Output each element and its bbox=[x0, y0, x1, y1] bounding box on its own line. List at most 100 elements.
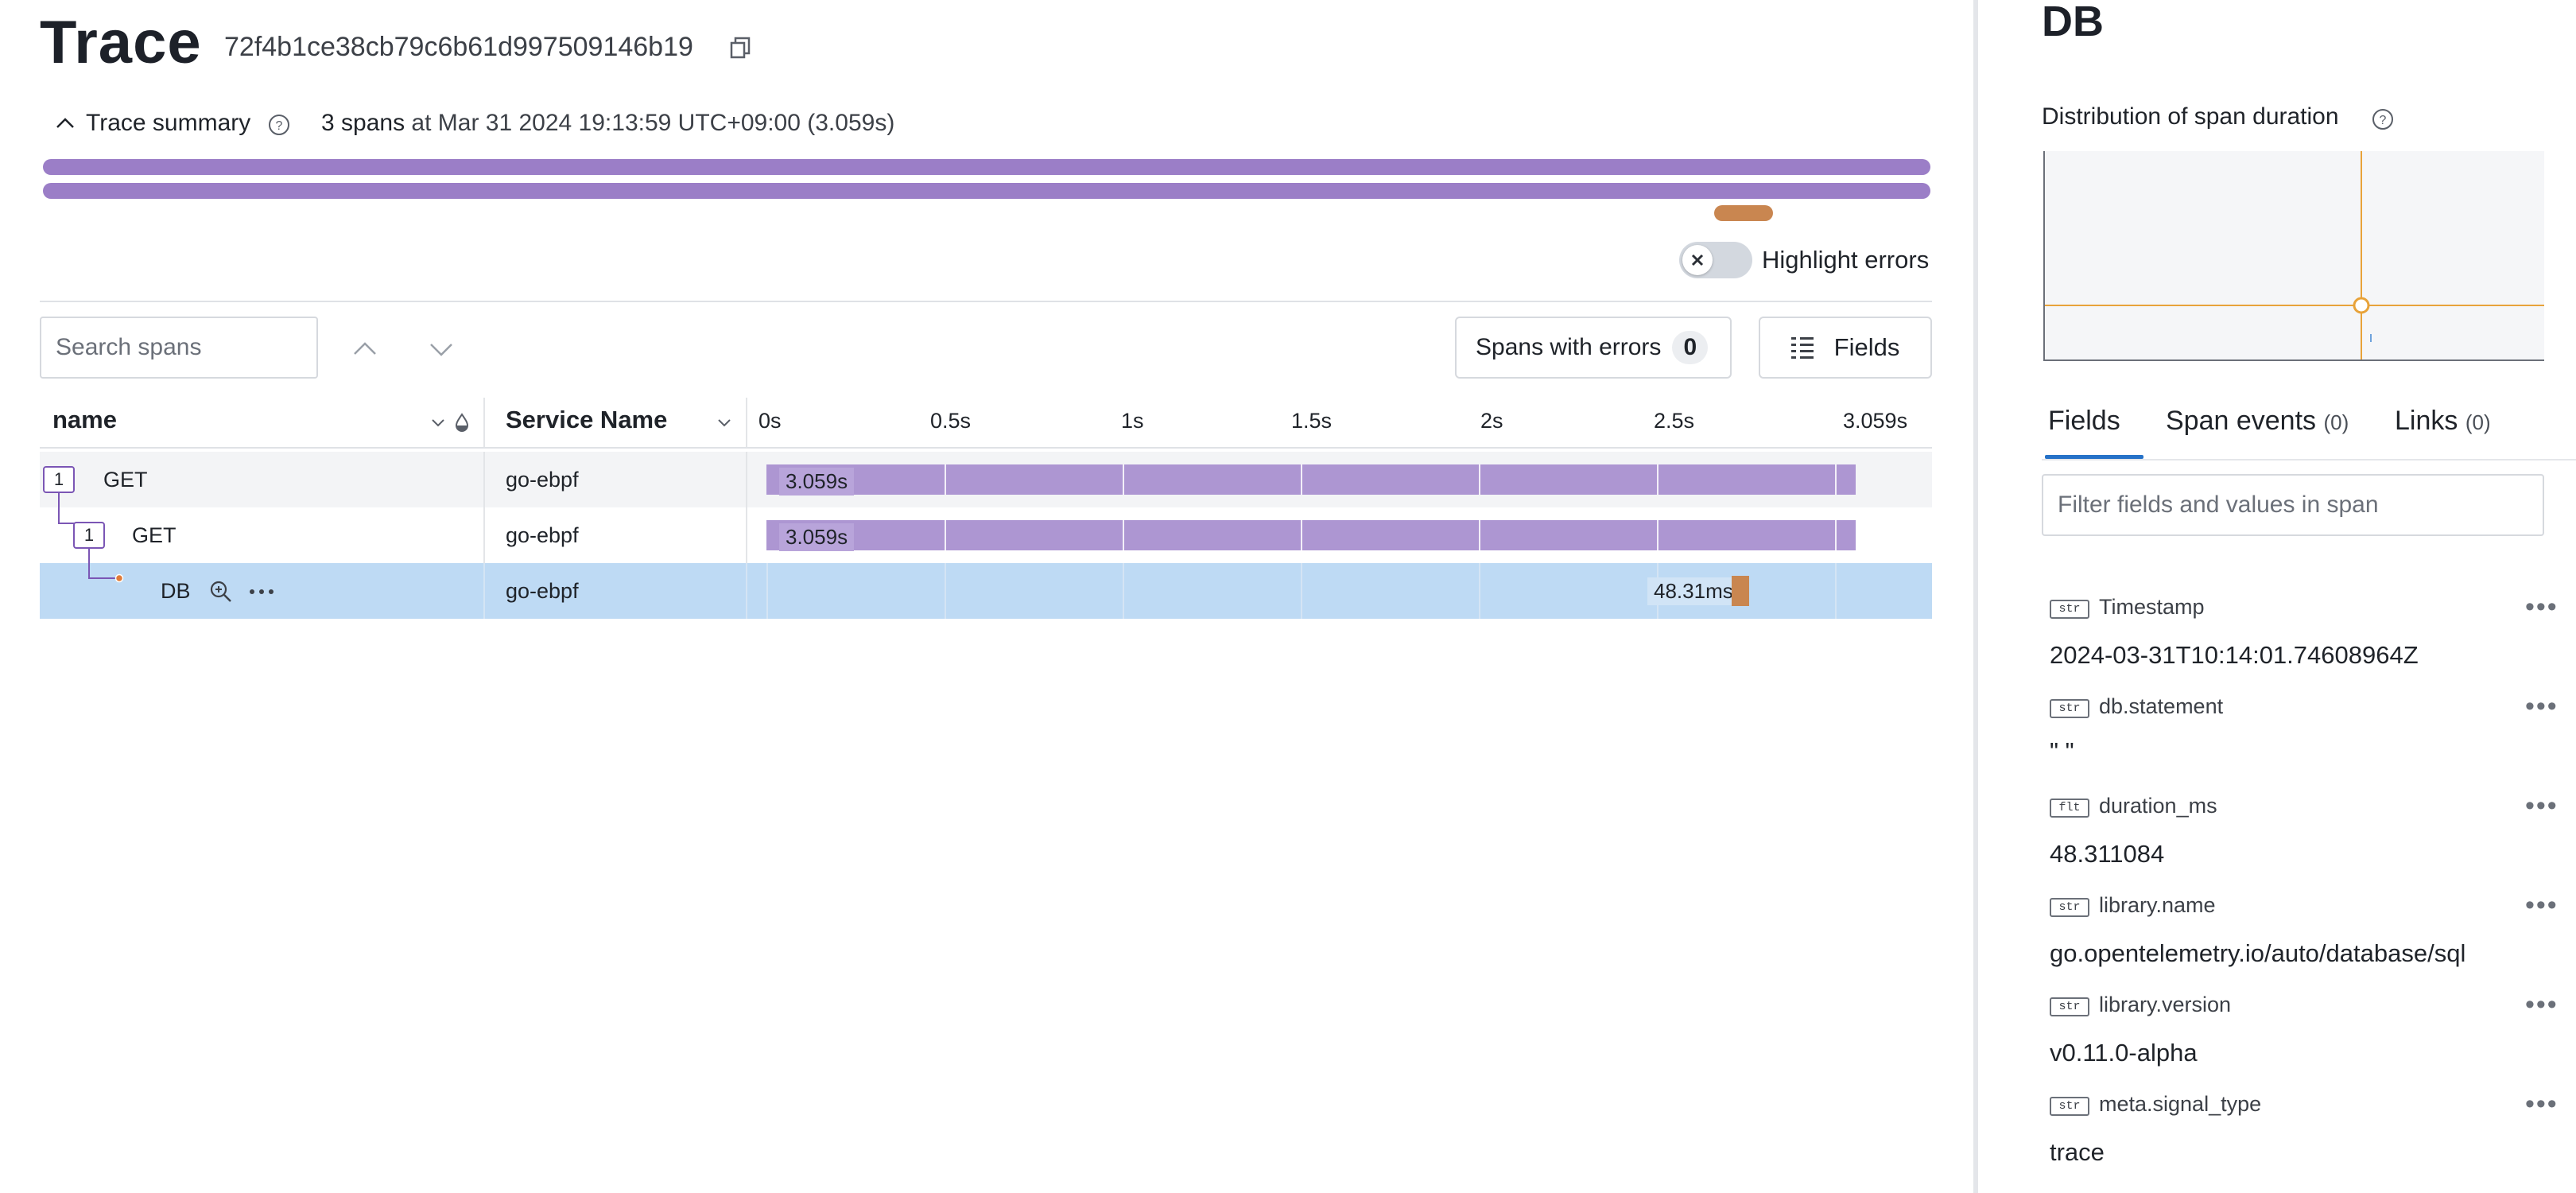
field-type-badge: str bbox=[2050, 997, 2089, 1016]
help-icon[interactable]: ? bbox=[2371, 107, 2395, 131]
column-name-header[interactable]: name bbox=[52, 406, 117, 433]
field-value[interactable]: go.opentelemetry.io/auto/database/sql bbox=[2050, 939, 2466, 967]
toggle-knob[interactable] bbox=[1682, 245, 1713, 275]
column-separator bbox=[483, 507, 485, 563]
more-icon[interactable] bbox=[248, 584, 275, 600]
service-name: go-ebpf bbox=[506, 468, 579, 492]
tab-label: Links bbox=[2395, 406, 2458, 436]
column-separator[interactable] bbox=[483, 398, 485, 447]
svg-text:?: ? bbox=[276, 119, 283, 133]
time-tick: 0.5s bbox=[930, 409, 972, 433]
trace-summary-toggle[interactable]: Trace summary bbox=[54, 110, 250, 137]
field-value[interactable]: " " bbox=[2050, 737, 2074, 765]
span-bar[interactable] bbox=[766, 520, 1856, 550]
help-icon[interactable]: ? bbox=[267, 113, 291, 137]
time-gridline bbox=[1479, 520, 1480, 550]
table-row[interactable]: 1 GET go-ebpf 3.059s bbox=[40, 452, 1932, 507]
error-count-badge: 0 bbox=[1672, 331, 1709, 364]
more-icon[interactable]: ••• bbox=[2525, 691, 2559, 721]
next-match-button[interactable] bbox=[426, 334, 456, 364]
span-name: GET bbox=[132, 523, 177, 547]
time-gridline bbox=[1123, 464, 1124, 495]
tab-span-events[interactable]: Span events (0) bbox=[2166, 406, 2349, 437]
field-name: db.statement bbox=[2099, 694, 2224, 718]
more-icon[interactable]: ••• bbox=[2525, 890, 2559, 920]
span-duration-label: 3.059s bbox=[779, 523, 855, 551]
field-value[interactable]: v0.11.0-alpha bbox=[2050, 1039, 2198, 1067]
span-bar[interactable] bbox=[766, 464, 1856, 495]
field-name: library.name bbox=[2099, 893, 2216, 917]
time-gridline bbox=[1835, 520, 1837, 550]
more-icon[interactable]: ••• bbox=[2525, 1089, 2559, 1119]
trace-summary-text: 3 spans at Mar 31 2024 19:13:59 UTC+09:0… bbox=[321, 110, 894, 137]
tab-fields[interactable]: Fields bbox=[2048, 406, 2120, 437]
column-separator bbox=[483, 563, 485, 619]
column-service-header[interactable]: Service Name bbox=[506, 406, 668, 433]
tree-connector bbox=[58, 493, 75, 524]
time-gridline bbox=[1657, 464, 1658, 495]
column-separator[interactable] bbox=[746, 398, 747, 447]
field-type-badge: flt bbox=[2050, 799, 2089, 818]
minimap-error-bar[interactable] bbox=[1714, 205, 1773, 221]
field-value[interactable]: trace bbox=[2050, 1138, 2105, 1166]
chevron-down-icon[interactable] bbox=[429, 414, 447, 431]
trace-id: 72f4b1ce38cb79c6b61d997509146b19 bbox=[224, 32, 693, 62]
field-type-badge: str bbox=[2050, 600, 2089, 619]
tab-links[interactable]: Links (0) bbox=[2395, 406, 2491, 437]
close-icon bbox=[1691, 254, 1704, 266]
time-tick: 2.5s bbox=[1654, 409, 1695, 433]
field-value[interactable]: 2024-03-31T10:14:01.74608964Z bbox=[2050, 641, 2419, 669]
copy-icon[interactable] bbox=[728, 36, 752, 60]
time-gridline bbox=[945, 563, 946, 619]
time-gridline bbox=[945, 520, 946, 550]
minimap-span-bar[interactable] bbox=[43, 159, 1930, 175]
search-spans-input[interactable] bbox=[40, 317, 318, 379]
time-tick: 1.5s bbox=[1291, 409, 1333, 433]
zoom-in-icon[interactable] bbox=[208, 579, 234, 604]
previous-match-button[interactable] bbox=[350, 334, 380, 364]
drop-icon[interactable] bbox=[453, 412, 471, 433]
more-icon[interactable]: ••• bbox=[2525, 592, 2559, 622]
page-title: Trace bbox=[40, 9, 202, 76]
time-gridline bbox=[1479, 464, 1480, 495]
columns-icon bbox=[1790, 337, 1814, 359]
span-name: DB bbox=[161, 579, 191, 603]
active-tab-indicator bbox=[2045, 455, 2143, 459]
trace-summary-label: Trace summary bbox=[86, 110, 251, 136]
duration-distribution-chart[interactable] bbox=[2043, 151, 2544, 361]
table-row[interactable]: 1 GET go-ebpf 3.059s bbox=[40, 493, 1932, 563]
spans-with-errors-button[interactable]: Spans with errors 0 bbox=[1455, 317, 1732, 379]
time-gridline bbox=[766, 563, 768, 619]
field-name: meta.signal_type bbox=[2099, 1092, 2262, 1116]
field-value[interactable]: 48.311084 bbox=[2050, 840, 2165, 868]
span-count: 3 spans bbox=[321, 110, 405, 136]
fields-button[interactable]: Fields bbox=[1759, 317, 1932, 379]
more-icon[interactable]: ••• bbox=[2525, 989, 2559, 1020]
divider bbox=[40, 301, 1932, 302]
time-tick: 3.059s bbox=[1843, 409, 1908, 433]
chevron-up-icon bbox=[56, 118, 74, 128]
time-gridline bbox=[1657, 520, 1658, 550]
time-gridline bbox=[945, 464, 946, 495]
column-separator bbox=[746, 563, 747, 619]
filter-fields-input[interactable] bbox=[2042, 474, 2544, 536]
tab-count: (0) bbox=[2465, 410, 2491, 434]
child-count-badge[interactable]: 1 bbox=[73, 522, 105, 549]
field-name: Timestamp bbox=[2099, 595, 2205, 619]
time-gridline bbox=[1301, 520, 1302, 550]
service-name: go-ebpf bbox=[506, 579, 579, 603]
time-gridline bbox=[1301, 563, 1302, 619]
table-row-selected[interactable]: DB go-ebpf 48.31ms bbox=[40, 549, 1932, 619]
time-tick: 1s bbox=[1121, 409, 1144, 433]
minimap-span-bar[interactable] bbox=[43, 183, 1930, 199]
tab-label: Fields bbox=[2048, 406, 2120, 436]
time-gridline bbox=[1301, 464, 1302, 495]
time-tick: 0s bbox=[758, 409, 782, 433]
more-icon[interactable]: ••• bbox=[2525, 791, 2559, 821]
service-name: go-ebpf bbox=[506, 523, 579, 547]
svg-text:?: ? bbox=[2380, 114, 2387, 127]
chevron-down-icon[interactable] bbox=[716, 414, 733, 431]
panel-divider[interactable] bbox=[1973, 0, 1978, 1193]
child-count-badge[interactable]: 1 bbox=[43, 466, 75, 493]
span-bar[interactable] bbox=[1732, 576, 1749, 606]
